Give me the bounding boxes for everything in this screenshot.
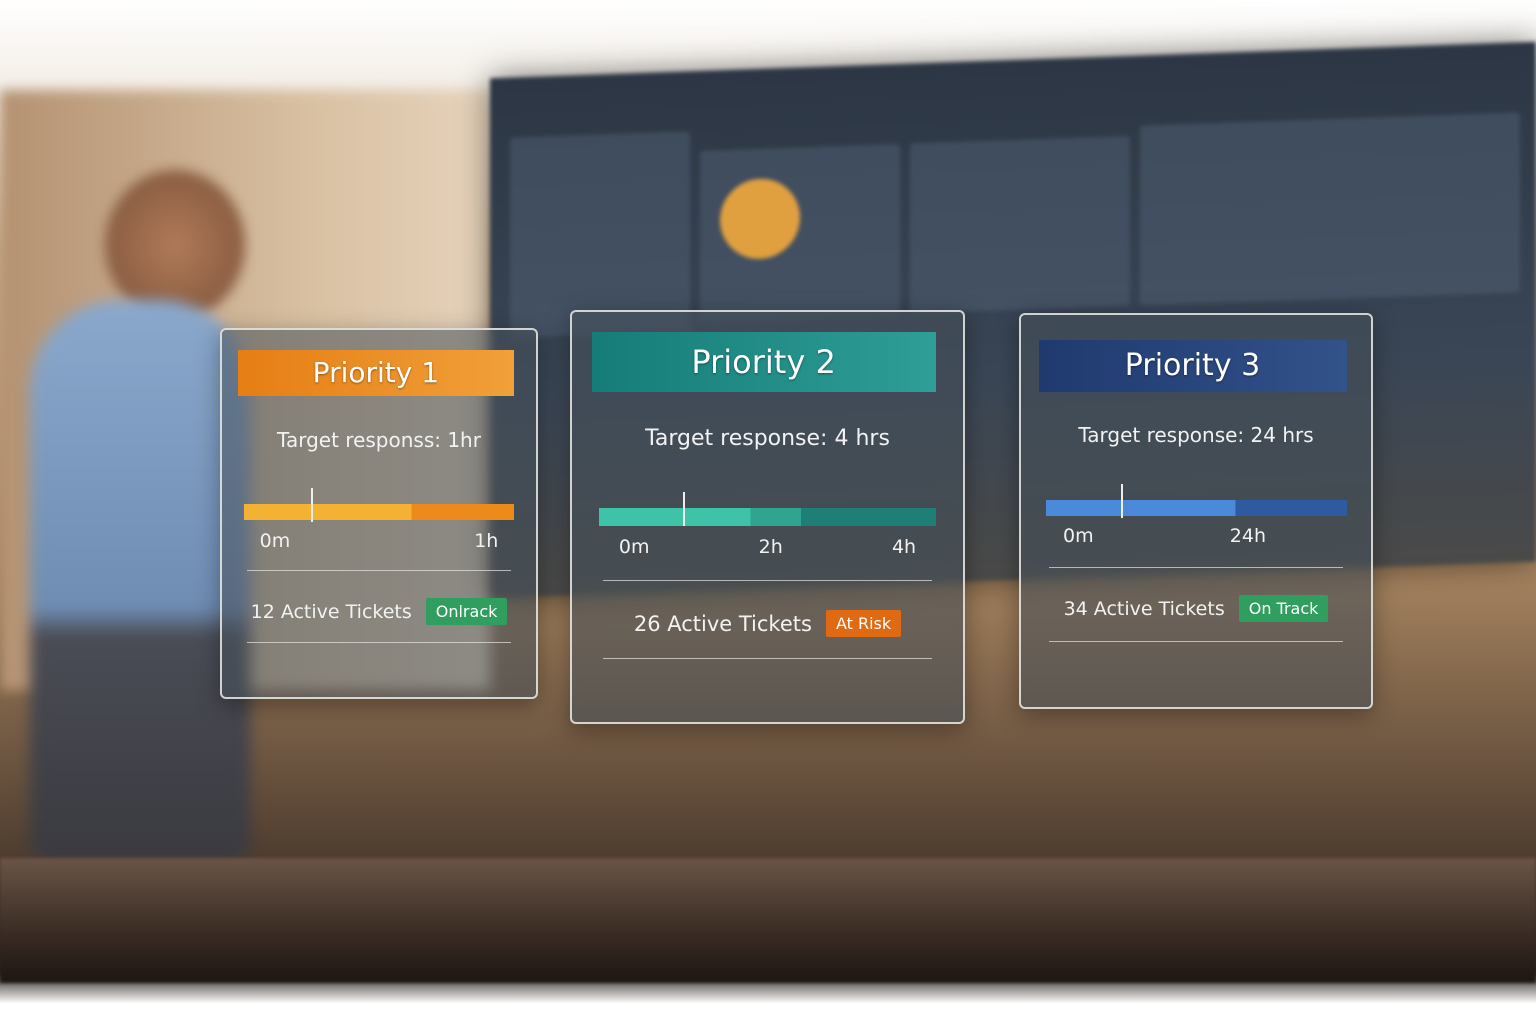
- background-table: [0, 858, 1536, 983]
- timeline-ticks: 0m 24h: [1063, 525, 1266, 547]
- progress-bar: [1045, 484, 1347, 518]
- priority-card: Priority 3 Target response: 24 hrs 0m 24h 34…: [1019, 313, 1373, 709]
- status-badge: Onlrack: [425, 598, 508, 625]
- tick-label: 4h: [891, 536, 917, 558]
- progress-bar: [243, 488, 515, 522]
- tick-label: 24h: [1229, 525, 1266, 547]
- target-response: Target response: 24 hrs: [1078, 423, 1314, 447]
- divider: [247, 642, 511, 643]
- active-tickets: 26 Active Tickets: [633, 611, 812, 636]
- tick-label: 0m: [618, 536, 650, 558]
- priority-card: Priority 2 Target response: 4 hrs 0m 2h 4h 26…: [570, 310, 965, 724]
- active-tickets: 34 Active Tickets: [1063, 597, 1225, 620]
- divider: [1049, 641, 1343, 642]
- ticket-row: 34 Active Tickets On Track: [1021, 595, 1371, 622]
- ticket-row: 12 Active Tickets Onlrack: [222, 598, 536, 625]
- divider: [603, 580, 932, 581]
- card-title: Priority 3: [1038, 340, 1347, 392]
- background-person: [30, 300, 250, 860]
- timeline-ticks: 0m 1h: [260, 530, 499, 552]
- target-response: Target responss: 1hr: [277, 428, 481, 452]
- tick-label: 2h: [758, 536, 783, 558]
- card-title: Priority 2: [591, 332, 936, 392]
- background-person-head: [105, 170, 245, 320]
- divider: [247, 570, 511, 571]
- progress-bar: [599, 492, 936, 526]
- ticket-row: 26 Active Tickets At Risk: [572, 610, 963, 637]
- status-badge: At Risk: [825, 610, 902, 637]
- priority-card: Priority 1 Target responss: 1hr 0m 1h 12 Act…: [220, 328, 538, 699]
- tick-label: 1h: [474, 530, 499, 552]
- divider: [603, 658, 932, 659]
- target-response: Target response: 4 hrs: [645, 426, 890, 451]
- divider: [1049, 567, 1343, 568]
- timeline-ticks: 0m 2h 4h: [619, 536, 916, 558]
- tick-label: 0m: [259, 530, 291, 552]
- tick-label: 0m: [1063, 525, 1094, 547]
- active-tickets: 12 Active Tickets: [250, 600, 412, 623]
- status-badge: On Track: [1238, 595, 1329, 622]
- card-title: Priority 1: [237, 350, 515, 396]
